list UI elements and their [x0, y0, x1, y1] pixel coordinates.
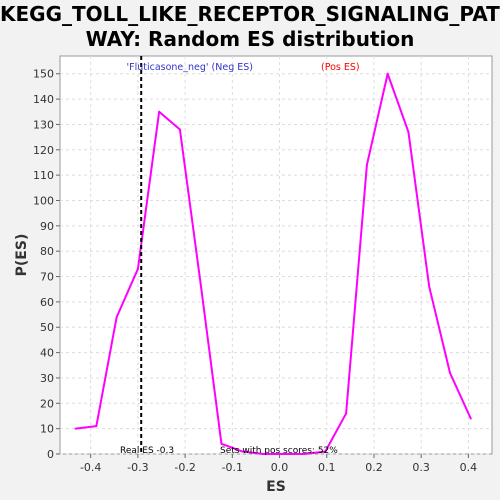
- y-tick-label: 90: [40, 220, 54, 233]
- y-tick-label: 80: [40, 245, 54, 258]
- series-line-segment: [220, 442, 244, 453]
- y-tick-label: 100: [33, 194, 54, 207]
- legend-neg-label: 'Fluticasone_neg' (Neg ES): [127, 62, 254, 73]
- series-line-segment: [365, 72, 389, 167]
- x-tick-label: 0.3: [412, 461, 430, 474]
- real-es-label: Real ES -0.3: [120, 446, 174, 456]
- pos-scores-label: Sets with pos scores: 52%: [220, 446, 338, 456]
- series-line-segment: [136, 110, 161, 270]
- series-line-segment: [95, 316, 118, 428]
- y-tick-label: 40: [40, 347, 54, 360]
- y-tick-label: 0: [47, 448, 54, 461]
- x-tick-label: -0.4: [80, 461, 101, 474]
- series-line-segment: [158, 110, 181, 131]
- x-tick-label: 0.2: [365, 461, 383, 474]
- y-axis-label: P(ES): [14, 234, 30, 277]
- series-line-segment: [448, 371, 472, 420]
- axis-ticks: -0.4 -0.3 -0.2 -0.1 0.0 0.1 0.2 0.3 0.4 0 10 20 30 40…: [33, 68, 477, 474]
- series-line-segment: [74, 425, 98, 430]
- series-line-segment: [324, 412, 348, 453]
- series-line-segment: [407, 131, 431, 288]
- y-tick-label: 50: [40, 321, 54, 334]
- series-line-segment: [303, 450, 327, 455]
- y-tick-label: 70: [40, 271, 54, 284]
- x-axis-label: ES: [266, 479, 286, 495]
- x-tick-label: 0.4: [460, 461, 478, 474]
- series-line-segment: [199, 283, 223, 445]
- series-line-segment: [428, 285, 451, 374]
- y-tick-label: 110: [33, 169, 54, 182]
- y-tick-label: 140: [33, 93, 54, 106]
- y-tick-label: 60: [40, 296, 54, 309]
- chart-title: KEGG_TOLL_LIKE_RECEPTOR_SIGNALING_PATH W…: [0, 2, 500, 51]
- series-line-segment: [115, 267, 139, 319]
- series-line-segment: [345, 164, 368, 415]
- legend-pos-label: (Pos ES): [321, 62, 360, 73]
- series-layer: [74, 72, 472, 455]
- x-tick-label: -0.1: [222, 461, 243, 474]
- series-line-segment: [241, 450, 265, 455]
- y-tick-label: 10: [40, 423, 54, 436]
- y-tick-label: 30: [40, 372, 54, 385]
- x-tick-label: -0.3: [127, 461, 148, 474]
- plot-area: [59, 55, 493, 455]
- x-tick-label: -0.2: [174, 461, 195, 474]
- x-tick-label: 0.0: [271, 461, 289, 474]
- x-tick-label: 0.1: [318, 461, 336, 474]
- y-tick-label: 130: [33, 118, 54, 131]
- series-line-segment: [386, 72, 410, 134]
- y-tick-label: 150: [33, 68, 54, 81]
- series-line-segment: [178, 128, 202, 286]
- y-tick-label: 120: [33, 144, 54, 157]
- y-tick-label: 20: [40, 397, 54, 410]
